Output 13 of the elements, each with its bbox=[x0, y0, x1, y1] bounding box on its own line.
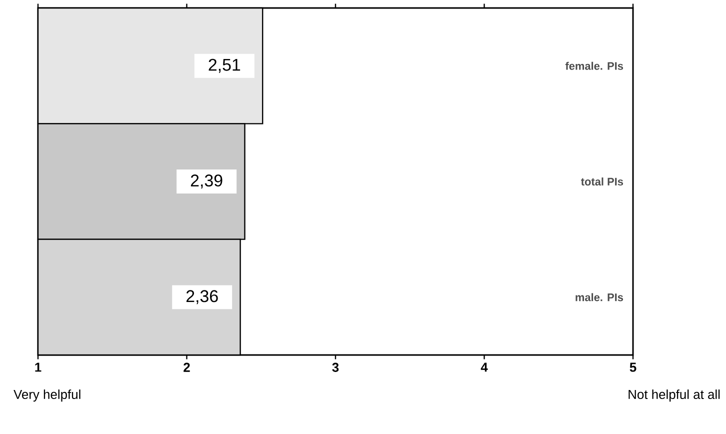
x-tick-label: 4 bbox=[480, 362, 488, 372]
y-tick-label: total PIs bbox=[581, 177, 624, 186]
data-label: 2,36 bbox=[186, 290, 218, 304]
text: Very helpful bbox=[14, 390, 80, 402]
x-tick-label: 1 bbox=[35, 362, 42, 372]
y-tick-label: male. PIs bbox=[576, 293, 624, 302]
text: Not helpful at all bbox=[628, 390, 720, 402]
data-label: 2,51 bbox=[208, 58, 240, 73]
x-tick-label: 2 bbox=[184, 362, 190, 372]
y-tick-label: female. PIs bbox=[565, 62, 624, 70]
data-label: 2,39 bbox=[190, 174, 222, 189]
x-tick-label: 3 bbox=[332, 362, 339, 372]
x-tick-label: 5 bbox=[630, 362, 636, 372]
